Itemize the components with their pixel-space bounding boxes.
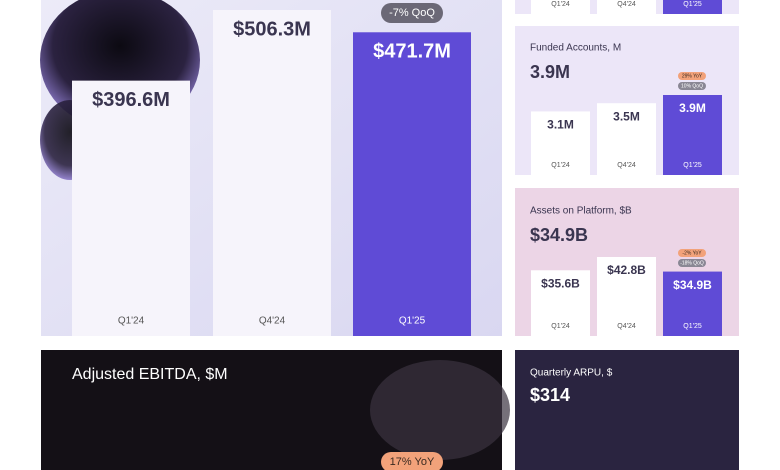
panel-title: Funded Accounts, M [530,43,621,54]
annotation-pill [678,72,706,80]
bar-value-label: $396.6M [92,89,170,111]
x-tick-label: Q4'24 [259,316,286,327]
bar [663,95,722,175]
bar-stub [597,0,656,14]
panel-title: Adjusted EBITDA, $M [72,366,228,383]
bar [663,271,722,336]
annotation: -18% QoQ [680,260,704,266]
headline-value: $34.9B [530,225,588,245]
x-tick-label: Q1'25 [683,323,702,330]
x-tick-label: Q1'24 [551,1,570,8]
bar-value-label: 3.1M [547,118,574,132]
annotation: 29% YoY [682,73,703,79]
bar-stub [663,0,722,14]
annotation-pill [381,3,443,23]
x-tick-label: Q1'25 [683,162,702,169]
annotation: 17% YoY [390,456,435,468]
headline-value: $314 [530,385,570,405]
annotation-pill [678,82,706,90]
annotation-pill [678,249,706,257]
x-tick-label: Q1'24 [118,316,145,327]
bar-value-label: $506.3M [233,18,311,40]
annotation-pill [678,259,706,267]
bar [72,80,190,337]
bar-value-label: $42.8B [607,263,646,277]
x-tick-label: Q4'24 [617,323,636,330]
bar-value-label: 3.5M [613,109,640,123]
bar [353,32,471,336]
panel-title: Quarterly ARPU, $ [530,368,613,379]
x-tick-label: Q1'25 [683,1,702,8]
bar-stub [531,0,590,14]
panel-title: Assets on Platform, $B [530,206,632,217]
bar-value-label: $34.9B [673,278,712,292]
bar-value-label: 3.9M [679,101,706,115]
annotation-pill [381,452,443,470]
decor-shape [370,360,510,460]
bar [531,270,590,336]
x-tick-label: Q1'24 [551,323,570,330]
annotation: -2% YoY [682,250,702,256]
arpu-panel [515,350,739,470]
bar [597,103,656,175]
bar-value-label: $35.6B [541,276,580,290]
bar [597,257,656,336]
headline-value: 3.9M [530,62,570,82]
bar [213,10,331,336]
annotation: 10% QoQ [681,83,703,89]
x-tick-label: Q1'24 [551,162,570,169]
bar-value-label: $471.7M [373,41,451,63]
x-tick-label: Q4'24 [617,162,636,169]
annotation: -7% QoQ [389,7,435,19]
content: Q1'24 Q4'24 Q1'25 $396.6M Q1'24 $506.3M Q4'24 $… [72,0,722,470]
bar [531,111,590,175]
x-tick-label: Q4'24 [617,1,636,8]
x-tick-label: Q1'25 [399,316,426,327]
